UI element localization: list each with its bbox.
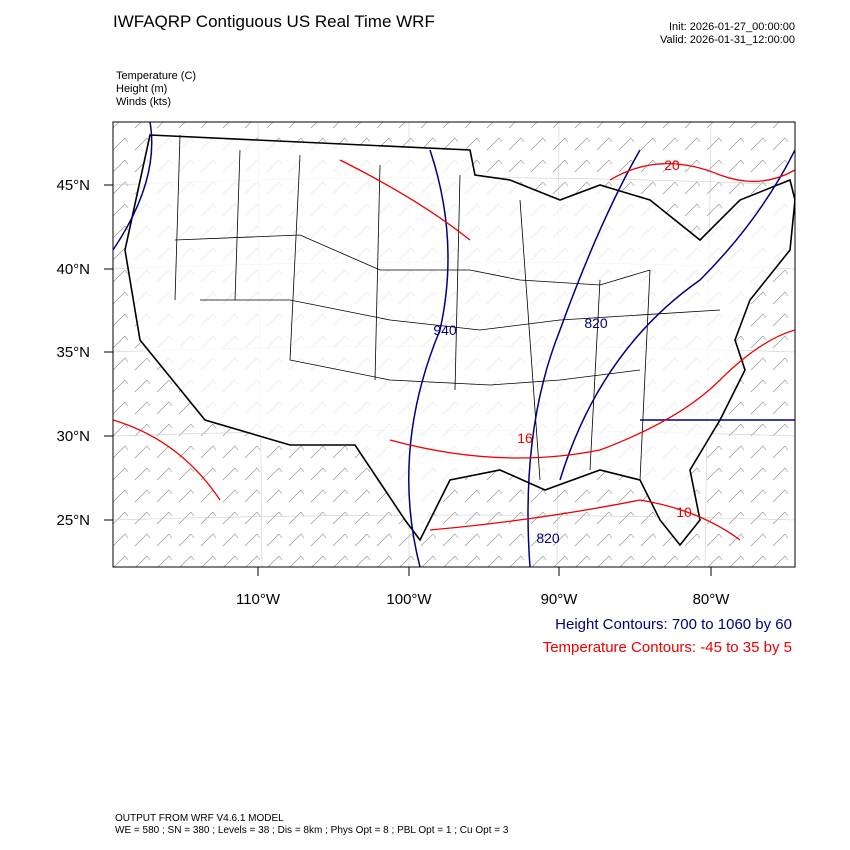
height-contour-label: 820 — [536, 530, 560, 546]
lon-label: 100°W — [386, 591, 432, 608]
footer-model: OUTPUT FROM WRF V4.6.1 MODEL — [115, 813, 284, 824]
lat-label: 35°N — [56, 344, 90, 361]
lon-label: 90°W — [541, 591, 579, 608]
us-outline — [124, 134, 795, 547]
lat-label: 45°N — [56, 177, 90, 194]
field-label: Winds (kts) — [116, 96, 171, 108]
temperature-contour-label: 20 — [664, 157, 680, 173]
lon-label: 80°W — [693, 591, 731, 608]
temperature-legend: Temperature Contours: -45 to 35 by 5 — [543, 639, 792, 656]
lon-label: 110°W — [236, 591, 281, 608]
height-contours — [113, 122, 795, 567]
map-area — [113, 122, 795, 567]
field-label: Height (m) — [116, 83, 167, 95]
height-legend: Height Contours: 700 to 1060 by 60 — [555, 616, 792, 633]
lat-label: 25°N — [56, 512, 90, 529]
temperature-contour-label: 16 — [517, 430, 533, 446]
footer-config: WE = 580 ; SN = 380 ; Levels = 38 ; Dis … — [115, 825, 509, 836]
height-contour-label: 820 — [584, 315, 608, 331]
field-label: Temperature (C) — [116, 70, 196, 82]
lat-label: 30°N — [56, 428, 90, 445]
valid-time: Valid: 2026-01-31_12:00:00 — [660, 34, 795, 46]
temperature-contour-label: 10 — [676, 504, 692, 520]
temperature-contours — [113, 159, 795, 541]
init-time: Init: 2026-01-27_00:00:00 — [669, 21, 795, 33]
ticks — [104, 184, 712, 576]
height-contour-label: 940 — [433, 322, 457, 338]
title: IWFAQRP Contiguous US Real Time WRF — [113, 12, 435, 31]
lat-label: 40°N — [56, 261, 90, 278]
map-frame — [112, 121, 796, 568]
state-borders — [174, 134, 721, 481]
